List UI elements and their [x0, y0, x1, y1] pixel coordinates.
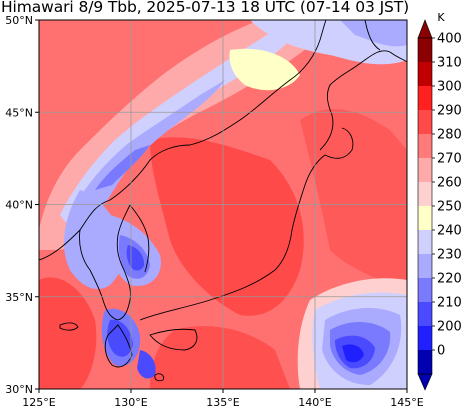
- colorbar-tick-label: 300: [437, 80, 462, 95]
- colorbar-tick-label: 230: [437, 248, 462, 263]
- coastlines: [39, 20, 407, 382]
- colorbar-tick-label: 210: [437, 296, 462, 311]
- colorbar-segment: [418, 38, 432, 63]
- colorbar-segment: [418, 134, 432, 159]
- colorbar-segment: [418, 350, 432, 375]
- colorbar-segment: [418, 254, 432, 279]
- gridlines: [39, 20, 407, 389]
- lat-tick-label: 45°N: [5, 106, 33, 119]
- colorbar-tick-label: 220: [437, 272, 462, 287]
- lon-tick-label: 130°E: [114, 396, 147, 409]
- colorbar-unit: K: [437, 11, 445, 24]
- colorbar-segment: [418, 110, 432, 135]
- colorbar-segment: [418, 278, 432, 303]
- lon-tick-label: 145°E: [390, 396, 423, 409]
- colorbar-extend-max: [417, 19, 433, 39]
- colorbar-segment: [418, 182, 432, 207]
- colorbar-tick-label: 400: [437, 32, 462, 47]
- colorbar-tick-label: 310: [437, 56, 462, 71]
- colorbar-tick-label: 200: [437, 320, 462, 335]
- colorbar-extend-min: [417, 373, 433, 391]
- colorbar-tick-label: 270: [437, 152, 462, 167]
- colorbar-tick-label: 260: [437, 176, 462, 191]
- map-title: Himawari 8/9 Tbb, 2025-07-13 18 UTC (07-…: [1, 0, 410, 16]
- lat-tick-label: 40°N: [5, 199, 33, 212]
- colorbar: K 400 310 300 290 280 270 260 250 240 230 220 210 200…: [417, 11, 462, 391]
- lon-tick-label: 125°E: [22, 396, 55, 409]
- colorbar-tick-label: 0: [437, 344, 445, 359]
- colorbar-segment: [418, 206, 432, 231]
- colorbar-segment: [418, 62, 432, 87]
- lat-tick-label: 50°N: [5, 14, 33, 27]
- colorbar-tick-label: 250: [437, 200, 462, 215]
- colorbar-segment: [418, 230, 432, 255]
- lat-tick-label: 30°N: [5, 383, 33, 396]
- colorbar-segment: [418, 158, 432, 183]
- axis-ticks: 125°E 130°E 135°E 140°E 145°E 50°N 45°N 40°N 35°…: [5, 14, 424, 409]
- colorbar-segment: [418, 86, 432, 111]
- colorbar-tick-label: 290: [437, 104, 462, 119]
- colorbar-tick-label: 240: [437, 224, 462, 239]
- colorbar-segment: [418, 302, 432, 327]
- colorbar-tick-label: 280: [437, 128, 462, 143]
- lon-tick-label: 135°E: [206, 396, 239, 409]
- colorbar-segment: [418, 326, 432, 351]
- lon-tick-label: 140°E: [298, 396, 331, 409]
- lat-tick-label: 35°N: [5, 291, 33, 304]
